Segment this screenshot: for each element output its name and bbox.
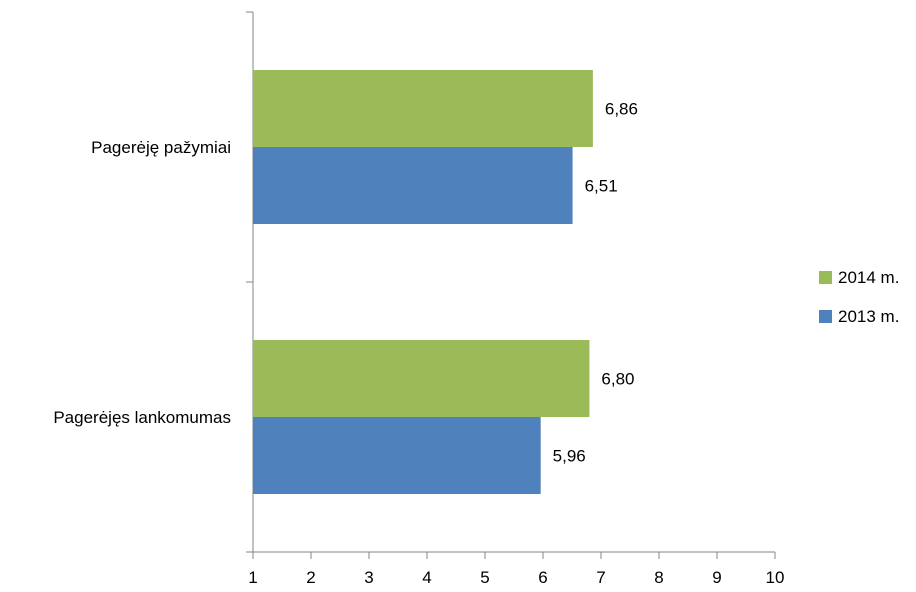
bars	[253, 70, 593, 494]
bar	[253, 340, 590, 417]
category-label: Pagerėjęs lankomumas	[53, 408, 231, 427]
data-label: 6,51	[585, 177, 618, 196]
x-tick-label: 2	[306, 568, 315, 587]
legend-label: 2014 m.	[838, 268, 899, 287]
x-tick-label: 1	[248, 568, 257, 587]
x-tick-label: 7	[596, 568, 605, 587]
bar	[253, 147, 573, 224]
legend-swatch	[819, 310, 832, 323]
x-tick-label: 8	[654, 568, 663, 587]
data-label: 5,96	[553, 447, 586, 466]
bar	[253, 70, 593, 147]
data-label: 6,80	[601, 370, 634, 389]
bar	[253, 417, 541, 494]
labels: Pagerėję pažymiai 6,86 6,51 Pagerėjęs lanko…	[53, 100, 638, 466]
x-tick-label: 9	[712, 568, 721, 587]
x-tick-label: 3	[364, 568, 373, 587]
legend: 2014 m. 2013 m.	[819, 268, 899, 326]
x-tick-label: 5	[480, 568, 489, 587]
x-tick-label: 4	[422, 568, 431, 587]
data-label: 6,86	[605, 100, 638, 119]
x-tick-label: 10	[766, 568, 785, 587]
legend-swatch	[819, 271, 832, 284]
x-tick-label: 6	[538, 568, 547, 587]
legend-label: 2013 m.	[838, 307, 899, 326]
category-label: Pagerėję pažymiai	[91, 138, 231, 157]
